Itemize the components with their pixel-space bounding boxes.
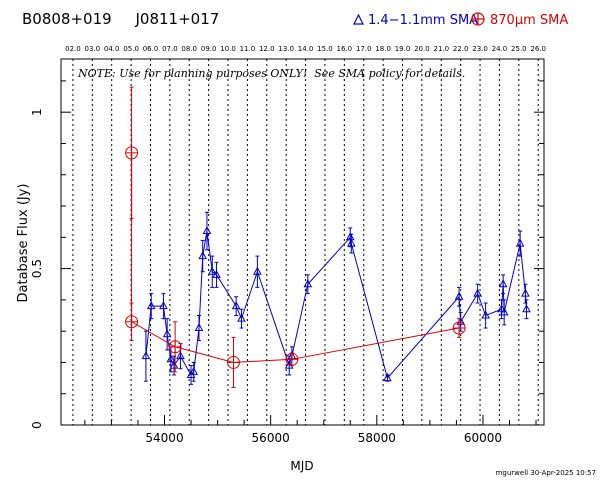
top-axis-tick-label: 03.0 [85, 45, 101, 53]
top-axis-tick-label: 09.0 [201, 45, 217, 53]
data-point [189, 366, 199, 375]
data-point [212, 269, 221, 278]
top-axis-tick-label: 16.0 [337, 45, 353, 53]
data-point [303, 279, 313, 288]
top-axis-tick-label: 02.0 [65, 45, 81, 53]
top-axis-tick-label: 10.0 [220, 45, 236, 53]
series-circle-cross [125, 86, 466, 388]
top-axis-tick-label: 20.0 [414, 45, 430, 53]
data-point [198, 251, 208, 260]
data-layer [125, 86, 531, 388]
top-axis-tick-label: 22.0 [453, 45, 469, 53]
y-tick-label: 0.5 [30, 259, 44, 278]
data-point [169, 360, 179, 369]
y-tick-label: 1 [30, 108, 44, 116]
top-axis-tick-label: 13.0 [278, 45, 294, 53]
data-point [346, 238, 356, 247]
data-point [473, 288, 482, 297]
top-axis-tick-label: 17.0 [356, 45, 372, 53]
x-tick-label: 58000 [358, 431, 396, 445]
top-axis-tick-label: 23.0 [472, 45, 488, 53]
data-point [162, 329, 172, 338]
series-line [131, 152, 460, 363]
data-point [166, 354, 176, 363]
data-point [237, 313, 246, 322]
planning-note: NOTE: Use for planning purposes ONLY! Se… [77, 67, 465, 80]
legend-blue-label: 1.4−1.1mm SMA [368, 13, 478, 28]
legend-red: 870μm SMA [471, 12, 568, 28]
data-point [202, 225, 212, 235]
legend-red-label: 870μm SMA [490, 13, 568, 28]
y-tick-label: 0 [30, 421, 44, 429]
data-point [146, 301, 156, 310]
plot-frame [60, 58, 545, 426]
data-point [159, 301, 168, 310]
top-axis-tick-label: 08.0 [181, 45, 197, 53]
credit-stamp: mgurwell 30-Apr-2025 10:57 [496, 469, 596, 477]
x-tick-label: 54000 [145, 431, 183, 445]
top-axis-tick-label: 21.0 [433, 45, 449, 53]
top-axis-tick-label: 18.0 [375, 45, 391, 53]
data-point [498, 279, 508, 288]
data-point [497, 304, 506, 313]
axes: 02.0 03.0 04.0 05.0 06.0 07.0 08.0 09.0 10.0 11.0… [30, 45, 546, 445]
top-axis-tick-label: 15.0 [317, 45, 333, 53]
top-axis-tick-label: 24.0 [492, 45, 508, 53]
year-gridlines [72, 59, 539, 425]
data-point [383, 373, 392, 382]
legend-blue: 1.4−1.1mm SMA [353, 13, 478, 28]
data-point [231, 301, 241, 310]
top-axis-tick-label: 12.0 [259, 45, 275, 53]
series-triangle [141, 211, 531, 385]
data-point [141, 351, 151, 360]
x-axis-label: MJD [290, 459, 313, 473]
top-axis-tick-label: 05.0 [123, 45, 139, 53]
top-axis-tick-label: 11.0 [240, 45, 256, 53]
top-axis-tick-label: 26.0 [530, 45, 546, 53]
data-point [194, 322, 204, 332]
y-axis-label: Database Flux (Jy) [16, 184, 31, 303]
data-point [345, 232, 355, 241]
top-axis-tick-label: 04.0 [104, 45, 120, 53]
data-point [207, 266, 217, 275]
data-point [253, 266, 262, 275]
data-point [521, 288, 530, 297]
data-point [515, 238, 525, 247]
triangle-marker-icon [353, 13, 364, 25]
x-tick-label: 56000 [252, 431, 290, 445]
data-point [522, 304, 531, 313]
top-axis-tick-label: 25.0 [511, 45, 527, 53]
data-point [481, 310, 490, 319]
x-tick-label: 60000 [464, 431, 502, 445]
data-point [176, 351, 185, 360]
source-names: B0808+019 J0811+017 [22, 10, 219, 28]
top-axis-tick-label: 06.0 [143, 45, 159, 53]
top-axis-tick-label: 07.0 [162, 45, 178, 53]
data-point [499, 307, 509, 316]
data-point [454, 291, 464, 300]
top-axis-tick-label: 19.0 [395, 45, 411, 53]
top-axis-tick-label: 14.0 [298, 45, 314, 53]
